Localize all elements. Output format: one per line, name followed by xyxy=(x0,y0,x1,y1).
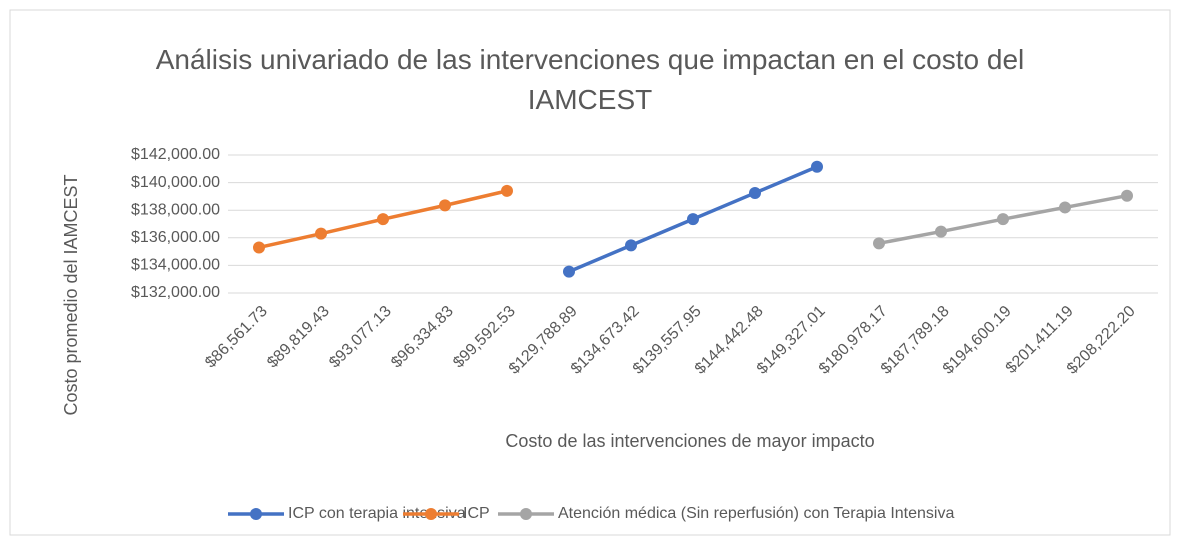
y-tick-label: $138,000.00 xyxy=(131,201,220,218)
legend-label: ICP con terapia intensiva xyxy=(288,505,466,522)
point xyxy=(563,265,575,278)
legend-marker xyxy=(250,508,262,520)
y-axis-title: Costo promedio del IAMCEST xyxy=(61,174,81,415)
y-tick-label: $132,000.00 xyxy=(131,284,220,301)
point xyxy=(1059,201,1071,214)
legend-marker xyxy=(520,508,532,520)
point xyxy=(625,239,637,252)
y-tick-label: $136,000.00 xyxy=(131,229,220,246)
point xyxy=(439,199,451,212)
y-tick-label: $134,000.00 xyxy=(131,257,220,274)
point xyxy=(687,213,699,226)
point xyxy=(253,241,265,254)
y-tick-label: $142,000.00 xyxy=(131,146,220,163)
point xyxy=(873,237,885,250)
point xyxy=(749,186,761,199)
point xyxy=(377,213,389,226)
point xyxy=(997,213,1009,226)
legend-marker xyxy=(425,508,437,520)
legend-label: Atención médica (Sin reperfusión) con Te… xyxy=(558,505,954,522)
x-axis-title: Costo de las intervenciones de mayor imp… xyxy=(505,431,874,451)
point xyxy=(811,160,823,173)
chart-border xyxy=(9,9,1171,536)
point xyxy=(1121,189,1133,202)
y-tick-label: $140,000.00 xyxy=(131,174,220,191)
point xyxy=(315,227,327,240)
point xyxy=(501,184,513,197)
point xyxy=(935,225,947,238)
legend-label: ICP xyxy=(463,505,490,522)
chart-title: Análisis univariado de las intervencione… xyxy=(155,44,1025,115)
